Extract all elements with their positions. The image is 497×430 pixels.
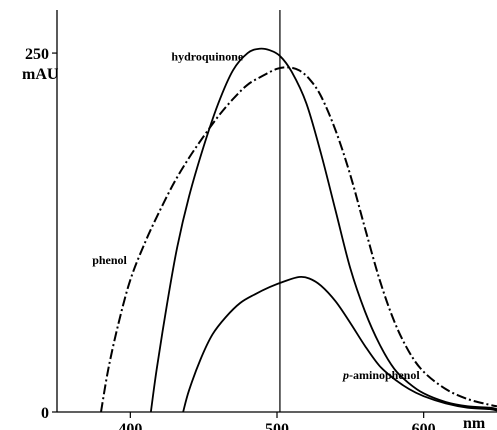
series-line-phenol bbox=[100, 66, 497, 413]
series-label-hydroquinone: hydroquinone bbox=[171, 49, 243, 63]
x-unit-label: nm bbox=[463, 415, 486, 430]
labels-layer: hydroquinone phenol p-aminophenol bbox=[92, 49, 420, 382]
series-layer bbox=[100, 47, 497, 413]
x-tick-label-400: 400 bbox=[118, 421, 142, 430]
series-line-hydroquinone bbox=[149, 47, 497, 413]
x-tick-label-500: 500 bbox=[265, 421, 289, 430]
series-label-p-aminophenol: p-aminophenol bbox=[342, 368, 420, 382]
series-label-phenol: phenol bbox=[92, 253, 127, 267]
y-unit-label: mAU bbox=[22, 66, 59, 83]
series-line-p-aminophenol bbox=[182, 275, 497, 413]
ticks-layer: 400 500 600 0 250 bbox=[25, 46, 436, 430]
y-tick-label-250: 250 bbox=[25, 46, 49, 63]
x-tick-label-600: 600 bbox=[412, 421, 436, 430]
y-tick-label-0: 0 bbox=[41, 405, 49, 422]
